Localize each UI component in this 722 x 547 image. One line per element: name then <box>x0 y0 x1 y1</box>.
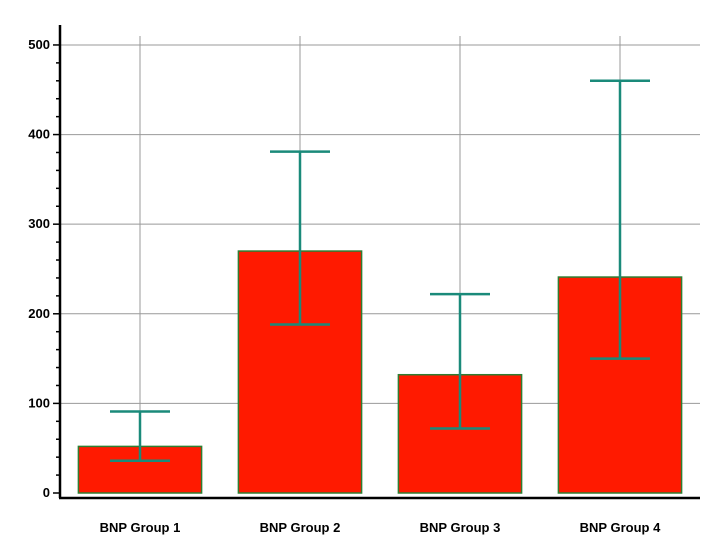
y-tick-label: 0 <box>43 485 50 500</box>
x-category-label: BNP Group 4 <box>580 520 661 535</box>
x-category-label: BNP Group 3 <box>420 520 501 535</box>
x-category-label: BNP Group 1 <box>100 520 181 535</box>
bars <box>77 250 683 494</box>
y-tick-label: 500 <box>28 37 50 52</box>
y-tick-label: 200 <box>28 306 50 321</box>
y-tick-label: 300 <box>28 216 50 231</box>
x-category-label: BNP Group 2 <box>260 520 341 535</box>
error-bars <box>110 79 650 462</box>
y-tick-label: 100 <box>28 395 50 410</box>
axes <box>53 25 700 500</box>
y-tick-label: 400 <box>28 127 50 142</box>
axis-labels: 0 100 200 300 400 500 BNP Group 1 BNP Group 2 BN… <box>28 37 661 535</box>
